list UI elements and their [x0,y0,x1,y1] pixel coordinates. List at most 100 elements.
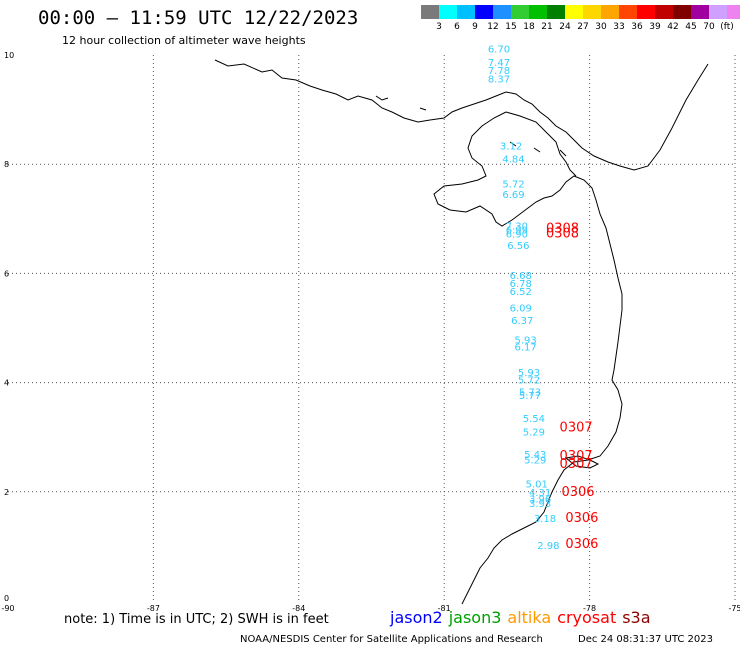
wave-height-label: 7.78 [488,66,510,77]
scale-label: (ft) [720,22,734,32]
scale-swatch [565,5,583,19]
y-tick-label: 4 [4,379,9,388]
scale-label: 30 [595,22,607,32]
wave-height-label: 3.18 [534,514,556,525]
wave-height-label: 5.29 [524,455,546,466]
map-grid [8,55,736,601]
satellite-altika: altika [507,608,552,627]
wave-height-label: 6.37 [511,316,533,327]
scale-swatch [457,5,475,19]
wave-height-label: 3.12 [500,141,522,152]
wave-height-label: 4.84 [502,155,524,166]
y-tick-label: 6 [4,269,9,278]
pass-time-label: 0306 [565,511,598,526]
scale-swatch [583,5,601,19]
wave-height-label: 3.96 [529,495,551,506]
wave-height-label: 6.56 [507,241,529,252]
scale-label: 9 [472,22,478,32]
pass-time-label: 0308 [546,226,579,241]
scale-label: 15 [505,22,517,32]
wave-height-label: 5.72 [502,180,524,191]
color-scale-swatches [421,5,740,19]
satellite-jason2: jason2 [390,608,443,627]
satellite-legend: jason2 jason3 altika cryosat s3a [390,608,657,627]
satellite-jason3: jason3 [448,608,502,627]
wave-height-label: 8.37 [488,74,510,85]
x-tick-label: -87 [147,604,160,613]
scale-swatch [673,5,691,19]
chart-title: 00:00 – 11:59 UTC 12/22/2023 [38,7,359,29]
x-tick-label: -78 [583,604,596,613]
wave-height-label: 5.43 [524,450,546,461]
pass-time-label: 0306 [565,537,598,552]
coastline-bay [505,111,577,177]
coastline-north [214,59,709,171]
islands [375,95,600,469]
scale-label: 36 [631,22,643,32]
y-tick-label: 2 [4,488,9,497]
scale-swatch [637,5,655,19]
wave-height-label: 6.70 [488,44,510,55]
wave-height-label: 6.90 [506,229,528,240]
wave-height-label: 5.54 [523,414,545,425]
pass-time-label: 0308 [546,221,579,236]
y-tick-label: 10 [4,51,14,60]
wave-height-label: 5.72 [518,376,540,387]
scale-label: 39 [649,22,661,32]
color-scale-labels: 3 6 9 12 15 18 21 24 27 30 33 36 39 42 45 70 (ft) [421,22,740,36]
wave-height-label: 5.93 [514,335,536,346]
x-tick-label: -84 [292,604,305,613]
units-note: note: 1) Time is in UTC; 2) SWH is in fe… [64,612,329,627]
coastline-gulf [433,111,623,605]
scale-label: 3 [436,22,442,32]
x-tick-label: -90 [1,604,14,613]
pass-time-label: 0307 [560,421,593,436]
chart-subtitle: 12 hour collection of altimeter wave hei… [62,34,306,47]
scale-swatch [475,5,493,19]
wave-height-label: 3.93 [529,499,551,510]
scale-swatch [619,5,637,19]
scale-swatch [547,5,565,19]
wave-height-label: 7.47 [488,58,510,69]
wave-height-label: 5.73 [519,388,541,399]
scale-label: 70 [703,22,715,32]
wave-height-label: 5.01 [526,479,548,490]
coastline [214,59,709,605]
wave-height-label: 6.99 [506,226,528,237]
scale-swatch [691,5,709,19]
pass-time-label: 0307 [560,457,593,472]
footer-credit: NOAA/NESDIS Center for Satellite Applica… [240,634,543,645]
scale-swatch [529,5,547,19]
satellite-s3a: s3a [622,608,651,627]
wave-height-label: 6.09 [510,304,532,315]
scale-swatch [601,5,619,19]
footer-timestamp: Dec 24 08:31:37 UTC 2023 [578,634,713,645]
scale-swatch [511,5,529,19]
wave-height-label: 6.52 [510,287,532,298]
satellite-cryosat: cryosat [557,608,617,627]
x-tick-label: -81 [438,604,451,613]
scale-label: 12 [487,22,499,32]
wave-height-label: 7.30 [506,222,528,233]
scale-label: 33 [613,22,625,32]
scale-label: 6 [454,22,460,32]
wave-height-label: 6.68 [510,271,532,282]
wave-height-label: 6.69 [502,190,524,201]
scale-label: 27 [577,22,589,32]
wave-height-label: 5.77 [519,391,541,402]
wave-height-label: 5.29 [523,428,545,439]
wave-height-label: 4.31 [529,488,551,499]
wave-height-label: 2.98 [537,541,559,552]
x-axis-ticks: -90 -87 -84 -81 -78 -75 [1,604,740,613]
scale-swatch [727,5,740,19]
y-tick-label: 0 [4,594,9,603]
scale-swatch [709,5,727,19]
scale-label: 24 [559,22,571,32]
scale-swatch [493,5,511,19]
x-tick-label: -75 [728,604,740,613]
y-tick-label: 8 [4,160,9,169]
wave-height-label: 6.78 [510,279,532,290]
scale-label: 18 [523,22,535,32]
scale-swatch [439,5,457,19]
scale-label: 42 [667,22,679,32]
